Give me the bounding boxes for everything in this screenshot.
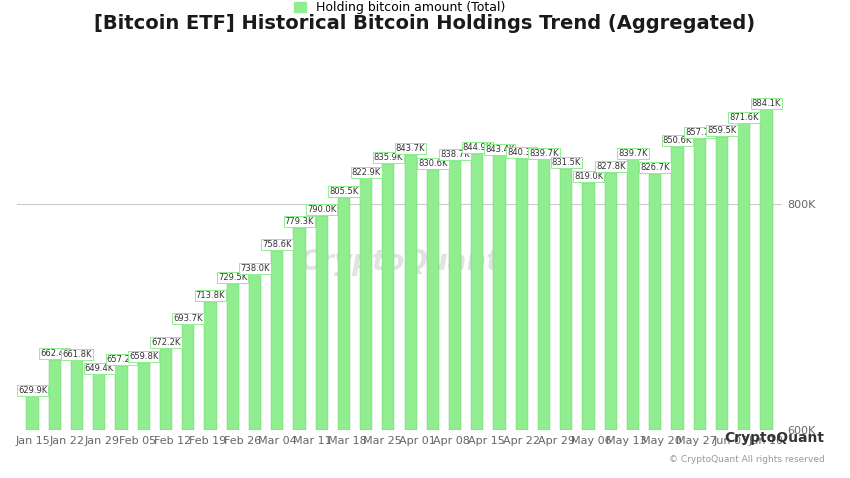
Bar xyxy=(494,155,506,430)
Text: 830.6K: 830.6K xyxy=(418,159,448,168)
Bar xyxy=(48,360,61,430)
Text: [Bitcoin ETF] Historical Bitcoin Holdings Trend (Aggregated): [Bitcoin ETF] Historical Bitcoin Holding… xyxy=(94,14,756,33)
Bar xyxy=(449,161,462,430)
Bar xyxy=(627,159,639,430)
Bar xyxy=(427,170,439,430)
Bar xyxy=(738,123,751,430)
Text: 661.8K: 661.8K xyxy=(62,350,92,358)
Text: 713.8K: 713.8K xyxy=(196,291,225,300)
Bar xyxy=(204,302,217,430)
Bar xyxy=(649,174,661,430)
Text: 790.0K: 790.0K xyxy=(307,205,337,214)
Bar xyxy=(249,274,261,430)
Text: 839.7K: 839.7K xyxy=(530,149,558,158)
Text: 805.5K: 805.5K xyxy=(329,187,359,196)
Bar xyxy=(138,363,150,430)
Text: 729.5K: 729.5K xyxy=(218,273,247,282)
Bar xyxy=(760,109,773,430)
Text: 838.7K: 838.7K xyxy=(440,150,470,159)
Text: 843.4K: 843.4K xyxy=(484,144,514,153)
Text: 822.9K: 822.9K xyxy=(352,168,381,177)
Text: 827.8K: 827.8K xyxy=(596,162,626,171)
Bar xyxy=(538,159,550,430)
Text: 871.6K: 871.6K xyxy=(729,113,759,121)
Bar xyxy=(116,366,128,430)
Text: 831.5K: 831.5K xyxy=(552,158,581,167)
Text: 819.0K: 819.0K xyxy=(574,172,603,181)
Legend: Holding bitcoin amount (Total): Holding bitcoin amount (Total) xyxy=(288,0,511,20)
Bar xyxy=(582,183,595,430)
Text: 659.8K: 659.8K xyxy=(129,352,158,361)
Bar xyxy=(604,173,617,430)
Text: 844.9K: 844.9K xyxy=(462,143,492,152)
Bar xyxy=(716,137,728,430)
Text: 843.7K: 843.7K xyxy=(396,144,425,153)
Bar xyxy=(382,163,394,430)
Text: 672.2K: 672.2K xyxy=(151,338,181,347)
Text: 662.4K: 662.4K xyxy=(40,349,70,358)
Bar xyxy=(271,251,283,430)
Bar xyxy=(560,169,572,430)
Bar xyxy=(315,216,328,430)
Text: 738.0K: 738.0K xyxy=(241,263,269,272)
Bar xyxy=(71,360,83,430)
Text: 884.1K: 884.1K xyxy=(751,98,781,108)
Text: 649.4K: 649.4K xyxy=(85,364,114,373)
Bar xyxy=(405,155,416,430)
Bar xyxy=(293,228,305,430)
Text: 850.6K: 850.6K xyxy=(663,136,692,145)
Text: 840.3K: 840.3K xyxy=(507,148,536,157)
Bar xyxy=(337,198,350,430)
Bar xyxy=(227,284,239,430)
Text: 839.7K: 839.7K xyxy=(618,149,648,158)
Text: 758.6K: 758.6K xyxy=(263,240,292,250)
Text: CryptoQuant: CryptoQuant xyxy=(724,431,824,445)
Text: 629.9K: 629.9K xyxy=(18,386,48,395)
Bar xyxy=(26,396,39,430)
Text: 859.5K: 859.5K xyxy=(707,126,737,135)
Bar xyxy=(516,159,528,430)
Bar xyxy=(94,374,105,430)
Bar xyxy=(160,348,172,430)
Bar xyxy=(182,325,195,430)
Text: 857.7K: 857.7K xyxy=(685,129,715,137)
Text: © CryptoQuant All rights reserved: © CryptoQuant All rights reserved xyxy=(669,455,824,464)
Bar xyxy=(672,147,683,430)
Bar xyxy=(360,178,372,430)
Text: 826.7K: 826.7K xyxy=(641,163,670,173)
Text: 835.9K: 835.9K xyxy=(374,153,403,162)
Text: 693.7K: 693.7K xyxy=(173,314,203,323)
Text: 657.2K: 657.2K xyxy=(107,355,136,364)
Text: 779.3K: 779.3K xyxy=(285,217,314,226)
Bar xyxy=(694,139,705,430)
Bar xyxy=(471,153,484,430)
Text: CryptoQuant: CryptoQuant xyxy=(300,249,499,276)
